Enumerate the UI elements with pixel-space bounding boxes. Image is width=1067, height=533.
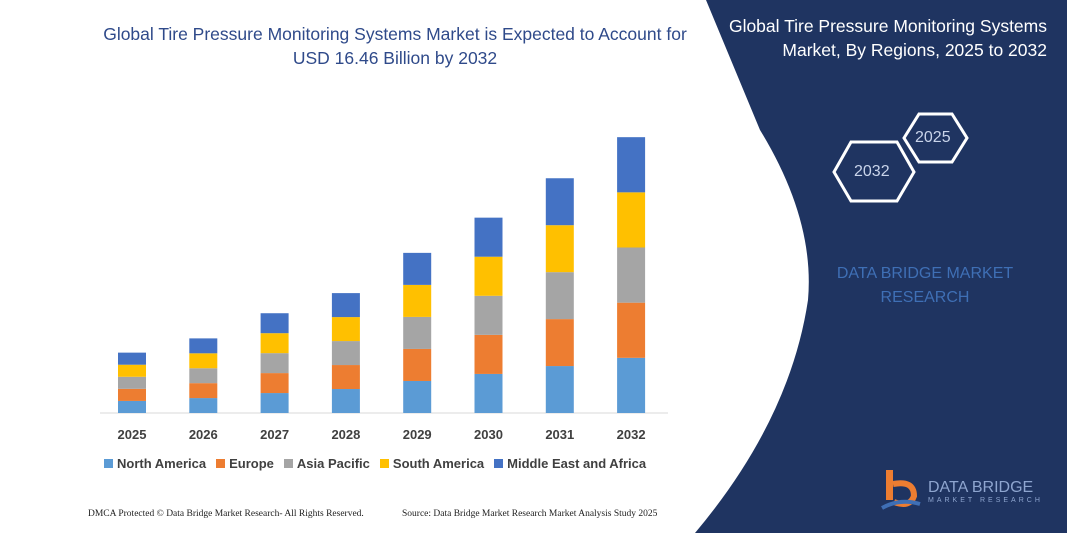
legend-swatch [283, 459, 293, 468]
bar-2031-middle-east-and-africa [545, 178, 574, 226]
x-tick-label: 2029 [403, 427, 432, 442]
bar-2031-asia-pacific [545, 272, 574, 320]
bar-2026-europe [189, 383, 218, 399]
legend-item: North America [104, 456, 206, 471]
legend-label: North America [117, 456, 207, 471]
bar-2026-middle-east-and-africa [189, 338, 218, 354]
bars-group [118, 137, 646, 413]
logo-sub: MARKET RESEARCH [928, 496, 1043, 504]
logo-name: DATA BRIDGE [928, 478, 1034, 496]
legend-label: Asia Pacific [296, 456, 370, 471]
bar-2031-south-america [545, 225, 574, 273]
bar-2029-north-america [403, 380, 432, 413]
bar-2032-south-america [617, 192, 646, 248]
hexagon-2032-icon [832, 140, 916, 203]
chart-title: Global Tire Pressure Monitoring Systems … [103, 24, 687, 68]
legend-item: South America [379, 456, 485, 471]
bar-2025-europe [118, 388, 146, 401]
bar-2025-asia-pacific [118, 376, 146, 389]
bar-2028-middle-east-and-africa [331, 293, 360, 318]
bar-2027-south-america [260, 333, 289, 354]
bar-2030-middle-east-and-africa [474, 217, 503, 257]
bar-2029-middle-east-and-africa [403, 252, 432, 285]
x-tick-label: 2025 [118, 427, 147, 442]
bar-2027-asia-pacific [260, 353, 289, 374]
legend-swatch [216, 459, 226, 468]
bar-2029-south-america [403, 284, 432, 317]
brand-text: DATA BRIDGE MARKET RESEARCH [836, 265, 1014, 306]
bar-2028-asia-pacific [331, 341, 360, 366]
bar-2030-asia-pacific [474, 295, 503, 335]
bar-2025-north-america [118, 400, 146, 413]
legend-swatch [104, 459, 113, 468]
bar-2025-south-america [118, 364, 146, 377]
bar-2030-europe [474, 334, 503, 374]
bar-2027-north-america [260, 393, 289, 413]
legend-label: Europe [229, 456, 274, 471]
x-tick-label: 2026 [189, 427, 218, 442]
bar-2028-south-america [331, 317, 360, 342]
x-tick-label: 2027 [260, 427, 289, 442]
bar-2030-north-america [474, 373, 503, 413]
bar-2032-asia-pacific [617, 247, 646, 303]
legend-swatch [379, 459, 389, 468]
bar-2028-europe [331, 365, 360, 390]
hex-label-2032: 2032 [854, 163, 890, 180]
bar-2028-north-america [331, 389, 360, 413]
bar-2026-south-america [189, 353, 218, 369]
bar-2032-north-america [617, 357, 646, 413]
legend-label: South America [392, 456, 485, 471]
x-tick-label: 2030 [474, 427, 503, 442]
footer-source: Source: Data Bridge Market Research Mark… [402, 509, 658, 519]
x-tick-label: 2032 [617, 427, 646, 442]
x-tick-label: 2028 [331, 427, 360, 442]
bar-2029-asia-pacific [403, 316, 432, 349]
footer-copyright: DMCA Protected © Data Bridge Market Rese… [88, 509, 364, 519]
legend-item: Asia Pacific [283, 456, 370, 471]
bar-2031-europe [545, 319, 574, 367]
bar-2027-europe [260, 373, 289, 394]
x-tick-label: 2031 [545, 427, 574, 442]
legend-item: Middle East and Africa [494, 456, 646, 471]
logo-b-icon [881, 470, 921, 510]
bar-2026-asia-pacific [189, 368, 218, 384]
hexagon-2025-icon [902, 112, 969, 164]
bar-2031-north-america [545, 366, 574, 413]
bar-2029-europe [403, 348, 432, 381]
bar-2026-north-america [189, 398, 218, 413]
hex-label-2025: 2025 [915, 129, 951, 146]
legend-swatch [494, 459, 504, 468]
bar-2032-europe [617, 302, 646, 358]
side-panel [695, 0, 1067, 533]
legend-label: Middle East and Africa [507, 456, 647, 471]
legend: North America Europe Asia Pacific South Ame… [104, 456, 646, 471]
bar-2032-middle-east-and-africa [617, 137, 646, 193]
logo: DATA BRIDGE MARKET RESEARCH [880, 468, 1043, 514]
legend-item: Europe [216, 456, 274, 471]
side-panel-title: Global Tire Pressure Monitoring Systems … [728, 16, 1047, 60]
x-ticks: 2025 2026 2027 2028 2029 2030 2031 2032 [118, 427, 646, 442]
bar-2025-middle-east-and-africa [118, 352, 146, 365]
bar-2030-south-america [474, 256, 503, 296]
bar-2027-middle-east-and-africa [260, 313, 289, 334]
